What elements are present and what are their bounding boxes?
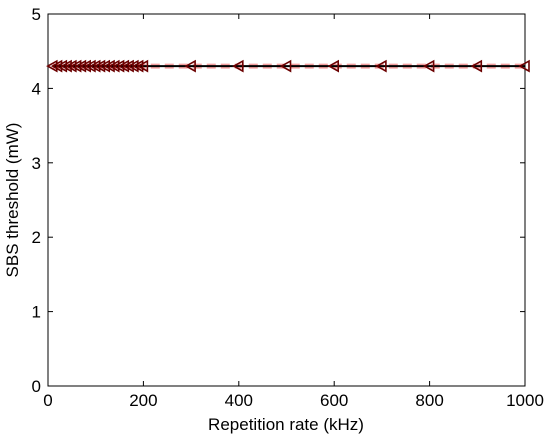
data-point-marker (232, 59, 244, 73)
y-tick-label: 1 (32, 303, 41, 322)
plot-area (47, 13, 526, 387)
series-layer (46, 59, 530, 73)
data-point-marker (470, 59, 483, 73)
x-tick-label: 200 (129, 391, 157, 410)
data-point-marker (184, 59, 196, 73)
data-point-marker (136, 59, 149, 73)
data-point-marker (375, 59, 387, 73)
y-tick-label: 3 (32, 154, 41, 173)
x-tick-label: 400 (225, 391, 253, 410)
x-axis: 0 200 400 600 800 1000 (43, 14, 544, 410)
y-axis-label: SBS threshold (mW) (3, 123, 22, 278)
data-point-marker (327, 59, 339, 73)
y-tick-label: 0 (32, 377, 41, 396)
x-tick-label: 800 (415, 391, 443, 410)
x-tick-label: 600 (320, 391, 348, 410)
y-tick-label: 2 (32, 228, 41, 247)
data-point-marker (279, 59, 292, 73)
data-point-marker (131, 59, 144, 73)
y-tick-label: 5 (32, 5, 41, 24)
y-tick-label: 4 (32, 79, 41, 98)
x-tick-label: 0 (43, 391, 52, 410)
x-tick-label: 1000 (506, 391, 544, 410)
x-axis-label: Repetition rate (kHz) (208, 415, 364, 434)
data-point-marker (518, 59, 530, 73)
data-point-marker (422, 59, 435, 73)
y-axis: 0 1 2 3 4 5 (32, 5, 525, 396)
